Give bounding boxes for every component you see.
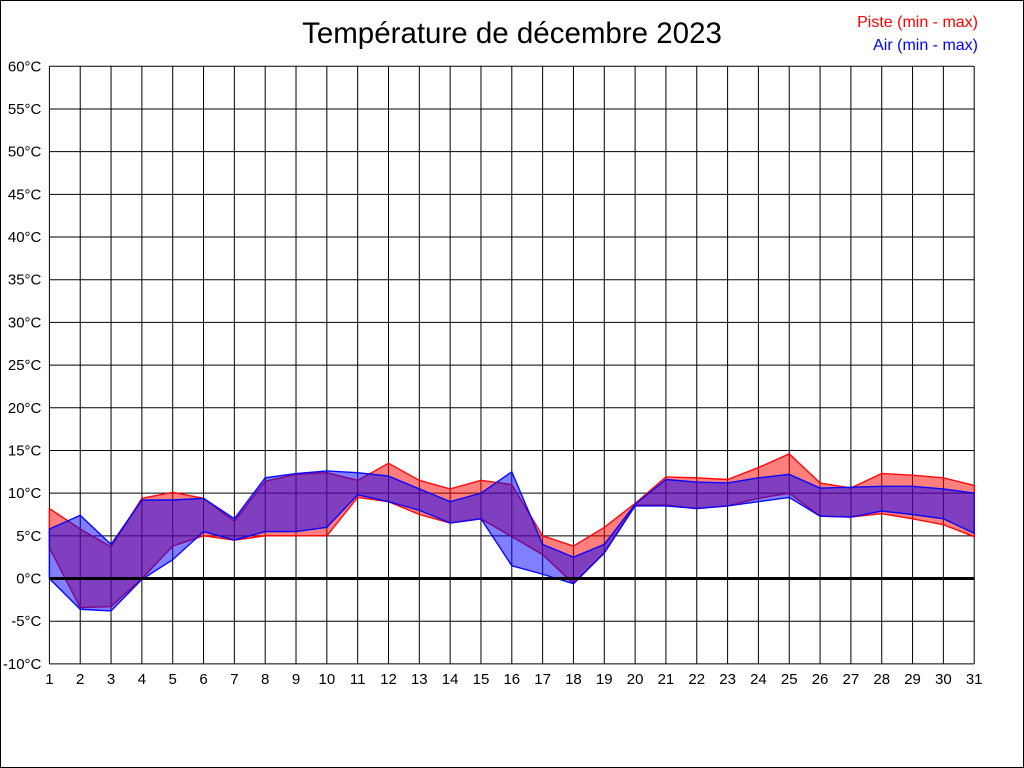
svg-text:8: 8 (261, 671, 269, 688)
svg-text:6: 6 (199, 671, 207, 688)
svg-text:20°C: 20°C (8, 400, 42, 417)
svg-text:13: 13 (411, 671, 428, 688)
svg-text:45°C: 45°C (8, 186, 42, 203)
svg-text:22: 22 (688, 671, 705, 688)
svg-text:31: 31 (966, 671, 983, 688)
svg-text:35°C: 35°C (8, 272, 42, 289)
svg-text:17: 17 (534, 671, 551, 688)
svg-text:11: 11 (350, 671, 366, 688)
svg-text:7: 7 (230, 671, 238, 688)
svg-text:25°C: 25°C (8, 357, 42, 374)
svg-text:10: 10 (318, 671, 335, 688)
svg-text:16: 16 (503, 671, 520, 688)
svg-text:9: 9 (292, 671, 300, 688)
svg-text:50°C: 50°C (8, 144, 42, 161)
svg-text:26: 26 (812, 671, 829, 688)
svg-text:27: 27 (843, 671, 860, 688)
svg-text:1: 1 (45, 671, 53, 688)
svg-text:12: 12 (380, 671, 397, 688)
svg-text:3: 3 (107, 671, 115, 688)
svg-text:4: 4 (138, 671, 146, 688)
svg-text:30°C: 30°C (8, 314, 42, 331)
svg-text:60°C: 60°C (8, 58, 42, 75)
svg-text:29: 29 (904, 671, 921, 688)
svg-text:30: 30 (935, 671, 952, 688)
svg-text:20: 20 (627, 671, 644, 688)
svg-text:-10°C: -10°C (3, 656, 42, 673)
svg-text:10°C: 10°C (8, 485, 42, 502)
svg-text:-5°C: -5°C (11, 613, 41, 630)
svg-text:0°C: 0°C (16, 571, 41, 588)
svg-text:40°C: 40°C (8, 229, 42, 246)
svg-text:24: 24 (750, 671, 767, 688)
svg-text:18: 18 (565, 671, 582, 688)
svg-text:15: 15 (473, 671, 490, 688)
svg-text:21: 21 (658, 671, 675, 688)
svg-text:25: 25 (781, 671, 798, 688)
svg-text:19: 19 (596, 671, 613, 688)
svg-text:2: 2 (76, 671, 84, 688)
svg-text:15°C: 15°C (8, 442, 42, 459)
svg-text:55°C: 55°C (8, 101, 42, 118)
svg-text:5°C: 5°C (16, 528, 41, 545)
svg-text:28: 28 (873, 671, 890, 688)
svg-text:23: 23 (719, 671, 736, 688)
svg-text:5: 5 (169, 671, 177, 688)
svg-text:14: 14 (442, 671, 459, 688)
